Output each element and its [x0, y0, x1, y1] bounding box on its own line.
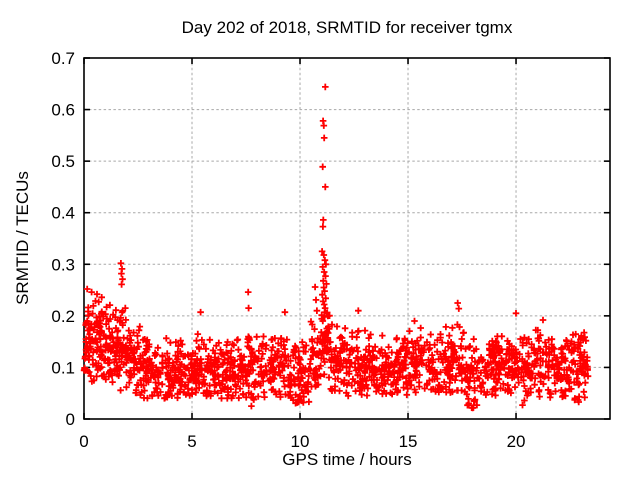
y-tick-label: 0.4 [51, 204, 75, 223]
x-tick-label: 0 [79, 432, 88, 451]
x-tick-labels: 0 5 10 15 20 [79, 432, 525, 451]
plot-border [83, 57, 611, 420]
y-tick-label: 0.7 [51, 49, 75, 68]
x-tick-label: 5 [187, 432, 196, 451]
y-axis-label: SRMTID / TECUs [13, 171, 32, 305]
y-tick-label: 0.6 [51, 101, 75, 120]
x-axis-label: GPS time / hours [282, 450, 411, 469]
x-tick-label: 10 [291, 432, 310, 451]
y-tick-label: 0.2 [51, 307, 75, 326]
x-tick-label: 20 [507, 432, 526, 451]
y-tick-label: 0.1 [51, 358, 75, 377]
scatter-points [80, 83, 592, 412]
y-tick-label: 0 [66, 410, 75, 429]
x-tick-label: 15 [399, 432, 418, 451]
y-tick-labels: 0 0.1 0.2 0.3 0.4 0.5 0.6 0.7 [51, 49, 75, 429]
chart-title: Day 202 of 2018, SRMTID for receiver tgm… [182, 18, 513, 37]
y-tick-label: 0.5 [51, 152, 75, 171]
y-tick-label: 0.3 [51, 255, 75, 274]
